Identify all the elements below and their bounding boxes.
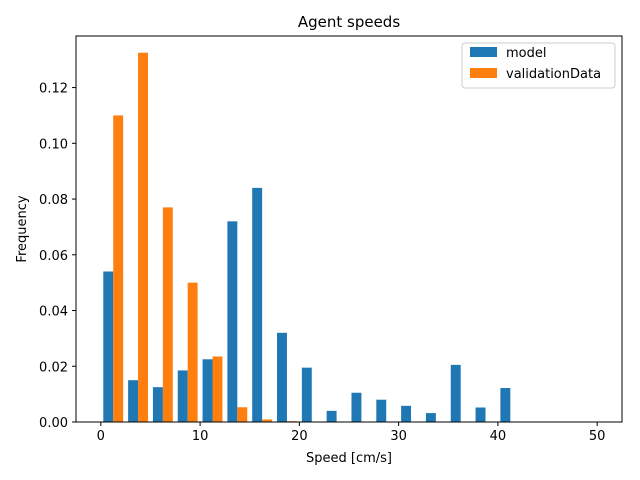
bar-model-bin-6 xyxy=(252,187,263,422)
bar-model-bin-15 xyxy=(475,407,486,422)
bar-model-bin-11 xyxy=(376,399,387,422)
x-tick-label: 50 xyxy=(589,429,606,444)
legend-label-validationdata: validationData xyxy=(506,67,601,82)
x-axis-label: Speed [cm/s] xyxy=(306,451,392,466)
bar-model-bin-3 xyxy=(177,370,188,422)
x-tick-label: 40 xyxy=(490,429,507,444)
legend-box xyxy=(461,42,616,89)
y-axis-label: Frequency xyxy=(15,195,30,262)
bar-model-bin-12 xyxy=(401,405,412,422)
x-tick-label: 0 xyxy=(97,429,105,444)
bar-validationdata-bin-1 xyxy=(138,52,148,423)
y-tick-label: 0.02 xyxy=(39,360,68,375)
legend-label-model: model xyxy=(506,46,546,61)
bar-model-bin-0 xyxy=(103,271,114,422)
bar-model-bin-16 xyxy=(500,387,511,422)
bars-layer xyxy=(103,52,511,423)
y-tick-label: 0.08 xyxy=(39,193,68,208)
bar-validationdata-bin-6 xyxy=(262,419,273,422)
y-tick-label: 0.10 xyxy=(39,137,68,152)
y-axis-ticks: 0.00 0.02 0.04 0.06 0.08 0.10 0.12 xyxy=(39,82,76,431)
legend-swatch-model xyxy=(470,47,497,57)
x-axis-ticks: 0 10 20 30 40 50 xyxy=(97,422,606,444)
legend: model validationData xyxy=(461,42,616,89)
bar-model-bin-14 xyxy=(450,364,461,422)
legend-swatch-validationdata xyxy=(470,68,497,78)
bar-model-bin-10 xyxy=(351,392,362,422)
bar-model-bin-4 xyxy=(202,359,213,422)
x-tick-label: 10 xyxy=(192,429,209,444)
bar-model-bin-1 xyxy=(128,380,139,422)
bar-model-bin-5 xyxy=(227,221,238,422)
y-tick-label: 0.06 xyxy=(39,249,68,264)
bar-validationdata-bin-3 xyxy=(187,282,198,422)
chart-title: Agent speeds xyxy=(298,13,400,31)
y-tick-label: 0.04 xyxy=(39,305,68,320)
x-tick-label: 30 xyxy=(390,429,407,444)
x-tick-label: 20 xyxy=(291,429,308,444)
bar-model-bin-9 xyxy=(326,410,337,422)
plot-frame xyxy=(75,35,623,423)
y-tick-label: 0.12 xyxy=(39,82,68,97)
bar-validationdata-bin-4 xyxy=(212,356,223,422)
bar-validationdata-bin-5 xyxy=(237,407,248,422)
bar-model-bin-13 xyxy=(425,413,436,422)
bar-validationdata-bin-0 xyxy=(113,115,124,423)
bar-validationdata-bin-2 xyxy=(162,207,173,422)
y-tick-label: 0.00 xyxy=(39,416,68,431)
bar-model-bin-8 xyxy=(301,367,312,422)
bar-model-bin-2 xyxy=(152,387,163,422)
bar-model-bin-7 xyxy=(277,332,287,422)
